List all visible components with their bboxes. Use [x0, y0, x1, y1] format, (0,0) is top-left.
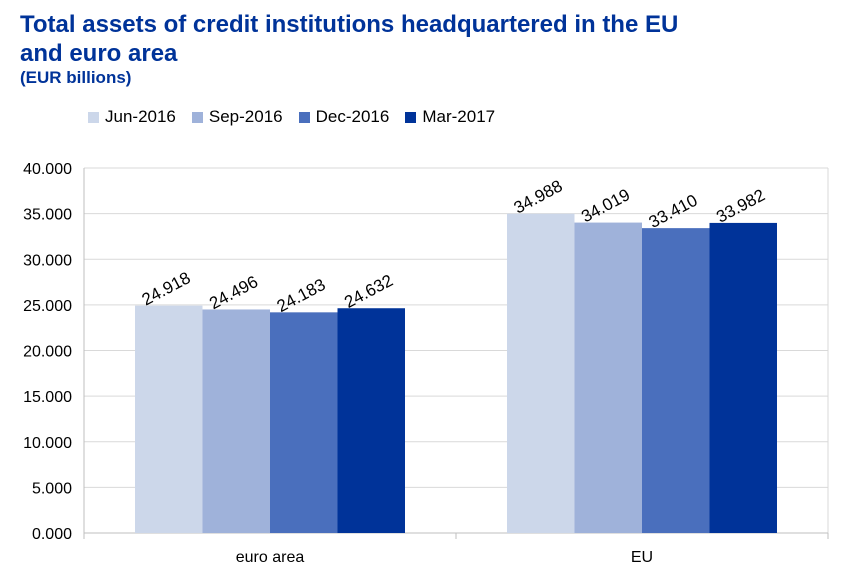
legend-swatch	[88, 111, 99, 123]
y-tick-label: 25.000	[23, 298, 72, 315]
bar	[135, 305, 203, 533]
bar	[642, 228, 710, 534]
data-label: 34.019	[578, 185, 633, 226]
y-tick-label: 5.000	[32, 480, 72, 497]
data-label: 24.632	[341, 271, 396, 312]
bar	[507, 213, 575, 533]
legend-swatch	[191, 111, 203, 123]
chart-subtitle: (EUR billions)	[20, 68, 132, 87]
legend: Jun-2016 Sep-2016 Dec-2016 Mar-2017	[88, 107, 495, 127]
legend-label: Dec-2016	[315, 107, 390, 126]
y-tick-label: 40.000	[23, 161, 72, 178]
bar	[337, 308, 405, 533]
data-label: 34.988	[511, 176, 566, 217]
legend-swatch	[405, 111, 417, 123]
data-label: 24.183	[274, 275, 329, 316]
y-tick-label: 30.000	[23, 252, 72, 269]
data-label: 33.410	[646, 191, 701, 232]
legend-label: Jun-2016	[105, 107, 176, 126]
chart-title: Total assets of credit institutions head…	[20, 11, 679, 67]
y-tick-label: 15.000	[23, 389, 72, 406]
y-tick-label: 10.000	[23, 435, 72, 452]
data-label: 33.982	[713, 185, 768, 226]
legend-label: Sep-2016	[208, 107, 283, 126]
bar	[574, 222, 642, 533]
legend-item-mar-2017: Mar-2017	[405, 107, 495, 127]
y-tick-label: 20.000	[23, 344, 72, 361]
x-category-label: EU	[631, 549, 653, 566]
legend-item-sep-2016: Sep-2016	[191, 107, 283, 127]
legend-item-dec-2016: Dec-2016	[298, 107, 390, 127]
legend-swatch	[298, 111, 310, 123]
data-label: 24.918	[139, 268, 194, 309]
y-tick-label: 35.000	[23, 207, 72, 224]
y-tick-label: 0.000	[32, 526, 72, 543]
legend-item-jun-2016: Jun-2016	[88, 107, 176, 127]
data-label: 24.496	[206, 272, 261, 313]
bar	[270, 312, 338, 533]
bar	[202, 309, 270, 533]
x-category-label: euro area	[236, 549, 305, 566]
legend-label: Mar-2017	[422, 107, 496, 126]
bar	[709, 222, 777, 533]
